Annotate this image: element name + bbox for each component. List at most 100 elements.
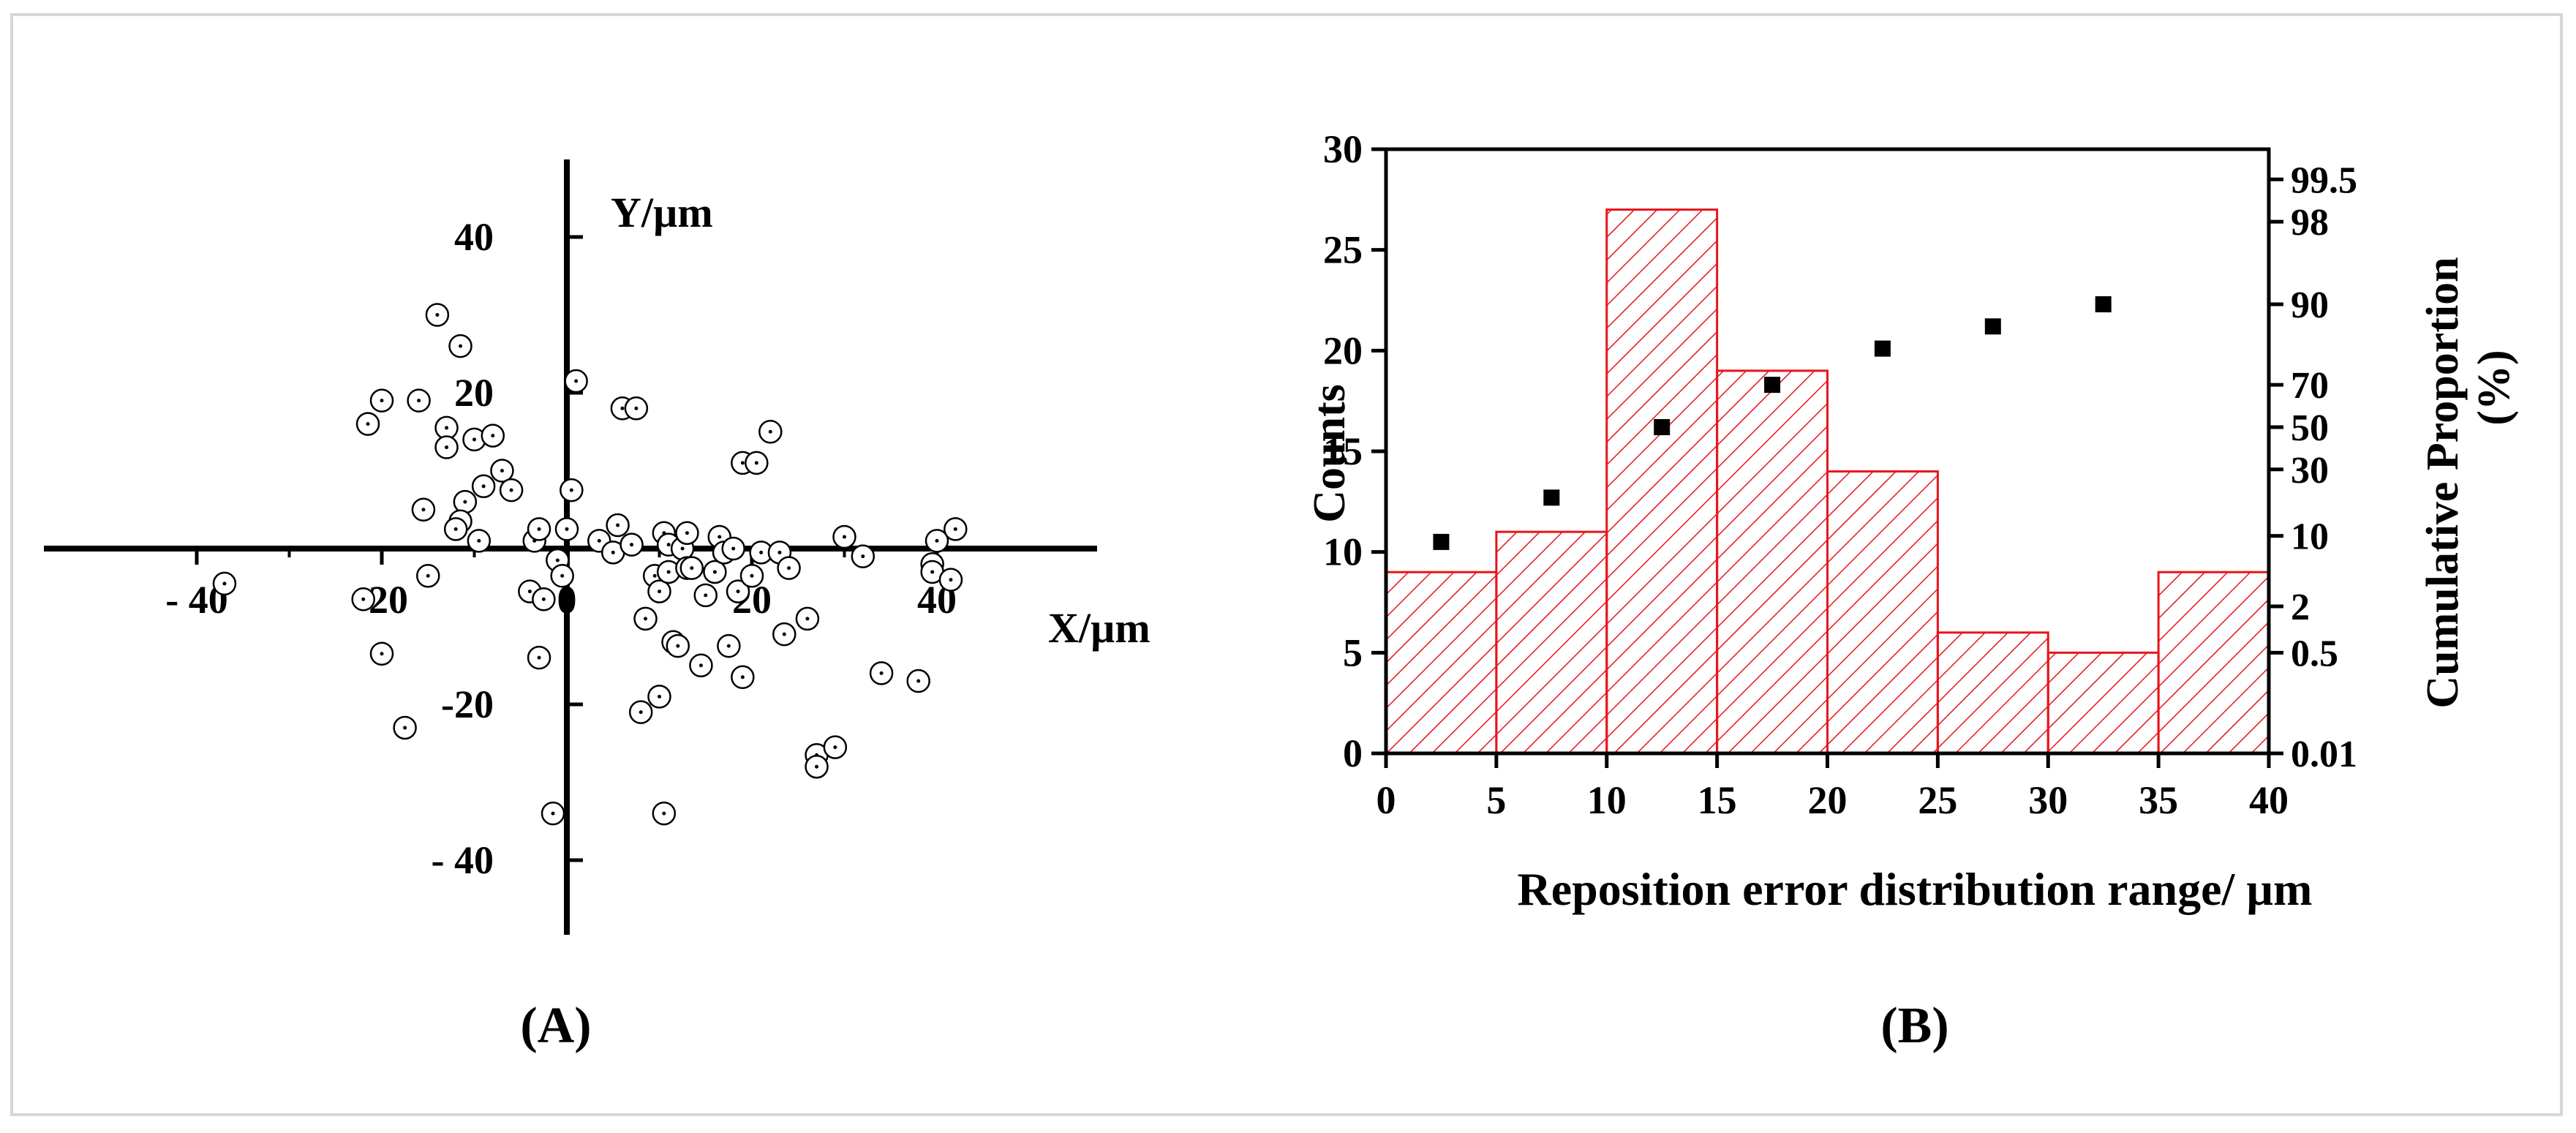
data-point — [550, 564, 574, 588]
data-point — [369, 641, 394, 666]
histogram-bar — [1495, 530, 1608, 755]
data-point — [851, 544, 875, 568]
data-point — [832, 524, 856, 549]
data-point — [721, 536, 745, 561]
point-dot — [366, 422, 370, 426]
point-dot — [759, 550, 764, 554]
point-dot — [953, 527, 957, 531]
point-dot — [652, 573, 657, 578]
point-dot — [620, 406, 625, 410]
data-point — [443, 517, 468, 541]
cumulative-point — [1874, 340, 1891, 357]
y2-tick-label: 2 — [2291, 587, 2310, 628]
x-tick-label: 35 — [2139, 778, 2178, 822]
point-dot — [930, 570, 935, 574]
x-tick-label: 25 — [1918, 778, 1957, 822]
point-dot — [509, 488, 513, 492]
point-dot — [666, 570, 671, 574]
data-point — [944, 517, 968, 541]
panel-label-a: (A) — [520, 998, 591, 1054]
y-tick-label: 20 — [1323, 328, 1363, 372]
point-dot — [736, 590, 740, 594]
point-dot — [361, 597, 366, 601]
point-dot — [527, 590, 532, 594]
point-dot — [676, 644, 680, 648]
point-dot — [949, 578, 953, 582]
data-point — [628, 700, 653, 724]
data-point — [448, 334, 472, 358]
point-dot — [666, 543, 671, 547]
point-dot — [551, 811, 555, 816]
y-tick-label: 20 — [454, 371, 494, 415]
data-point — [869, 661, 894, 685]
point-dot — [639, 710, 643, 715]
data-point — [606, 513, 630, 538]
x-tick-label: 0 — [1376, 778, 1396, 822]
data-point — [560, 478, 584, 502]
point-dot — [768, 429, 772, 434]
data-point — [652, 801, 677, 826]
point-dot — [740, 461, 745, 465]
point-dot — [662, 811, 666, 816]
data-point — [633, 606, 658, 631]
point-dot — [491, 434, 495, 438]
point-dot — [805, 617, 810, 621]
point-dot — [916, 679, 921, 683]
point-dot — [569, 488, 573, 492]
point-dot — [935, 538, 939, 543]
scatter-axes — [44, 159, 1097, 935]
point-dot — [750, 573, 754, 578]
point-dot — [500, 469, 504, 473]
data-point — [490, 459, 514, 483]
histogram-bar — [2046, 651, 2160, 755]
point-dot — [380, 652, 384, 656]
x-tick-label: 40 — [2249, 778, 2289, 822]
y-tick-label: 5 — [1343, 631, 1363, 674]
data-point — [675, 521, 699, 545]
data-point — [906, 669, 930, 693]
scatter-points — [212, 303, 968, 826]
point-dot — [658, 694, 661, 699]
data-point — [758, 420, 783, 444]
figure-frame — [10, 13, 2563, 1116]
data-point — [351, 587, 375, 611]
point-dot — [754, 461, 758, 465]
y2-tick-label: 99.5 — [2291, 159, 2357, 201]
point-dot — [690, 566, 694, 571]
histogram-bar — [1826, 470, 1939, 755]
histogram-bar — [1716, 369, 1829, 755]
y-tick-label: 15 — [1323, 429, 1363, 473]
y-tick-label: 0 — [1343, 731, 1363, 775]
data-point — [212, 571, 237, 596]
data-point — [666, 633, 690, 658]
point-dot — [435, 313, 440, 317]
histogram-bars — [1385, 208, 2270, 755]
panel-label-b: (B) — [1880, 998, 1948, 1054]
x-tick-label: 30 — [2028, 778, 2068, 822]
point-dot — [685, 531, 689, 535]
y2-tick-label: 30 — [2291, 450, 2329, 492]
cumulative-point — [1984, 318, 2001, 335]
cumulative-point — [2095, 296, 2112, 313]
data-point — [416, 564, 440, 588]
data-point — [619, 532, 644, 557]
data-point — [471, 474, 496, 499]
counts-axis-label: Counts — [1305, 384, 1355, 523]
point-dot — [843, 535, 846, 539]
data-point — [938, 568, 963, 592]
histogram-bar — [1605, 208, 1719, 755]
x-tick-label: 10 — [1587, 778, 1627, 822]
y2-tick-label: 70 — [2291, 365, 2329, 407]
point-dot — [718, 535, 722, 539]
point-dot — [861, 554, 865, 559]
point-dot — [731, 546, 736, 551]
histogram-bar — [1385, 571, 1498, 755]
x-tick-label: 5 — [1486, 778, 1506, 822]
cumulative-point — [1654, 418, 1671, 435]
point-dot — [680, 546, 685, 551]
data-point — [369, 388, 394, 413]
point-dot — [459, 344, 463, 348]
point-dot — [611, 550, 615, 554]
